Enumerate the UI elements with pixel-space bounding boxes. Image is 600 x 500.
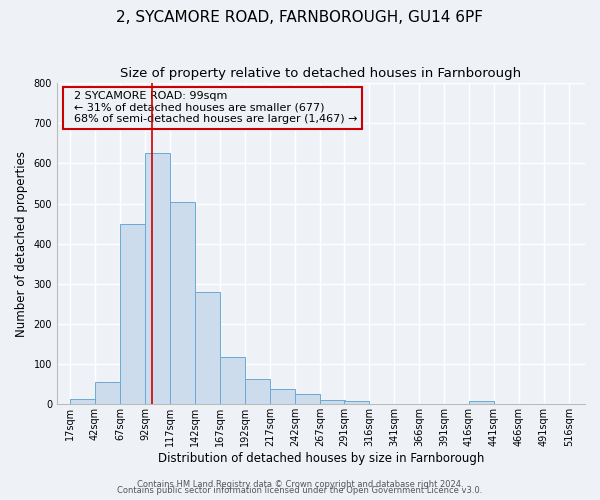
Bar bbox=[295, 394, 320, 404]
Bar bbox=[320, 400, 344, 404]
Bar bbox=[145, 152, 170, 404]
Bar bbox=[344, 402, 368, 404]
Text: 2, SYCAMORE ROAD, FARNBOROUGH, GU14 6PF: 2, SYCAMORE ROAD, FARNBOROUGH, GU14 6PF bbox=[116, 10, 484, 25]
Bar bbox=[70, 400, 95, 404]
Bar bbox=[469, 401, 494, 404]
Bar bbox=[121, 224, 145, 404]
Text: 2 SYCAMORE ROAD: 99sqm
  ← 31% of detached houses are smaller (677)
  68% of sem: 2 SYCAMORE ROAD: 99sqm ← 31% of detached… bbox=[67, 91, 358, 124]
Y-axis label: Number of detached properties: Number of detached properties bbox=[15, 150, 28, 336]
Text: Contains public sector information licensed under the Open Government Licence v3: Contains public sector information licen… bbox=[118, 486, 482, 495]
Bar bbox=[170, 202, 194, 404]
Bar bbox=[95, 382, 119, 404]
Bar bbox=[271, 388, 295, 404]
X-axis label: Distribution of detached houses by size in Farnborough: Distribution of detached houses by size … bbox=[158, 452, 484, 465]
Bar bbox=[220, 358, 245, 405]
Bar bbox=[245, 380, 269, 404]
Bar bbox=[196, 292, 220, 405]
Text: Contains HM Land Registry data © Crown copyright and database right 2024.: Contains HM Land Registry data © Crown c… bbox=[137, 480, 463, 489]
Title: Size of property relative to detached houses in Farnborough: Size of property relative to detached ho… bbox=[121, 68, 521, 80]
